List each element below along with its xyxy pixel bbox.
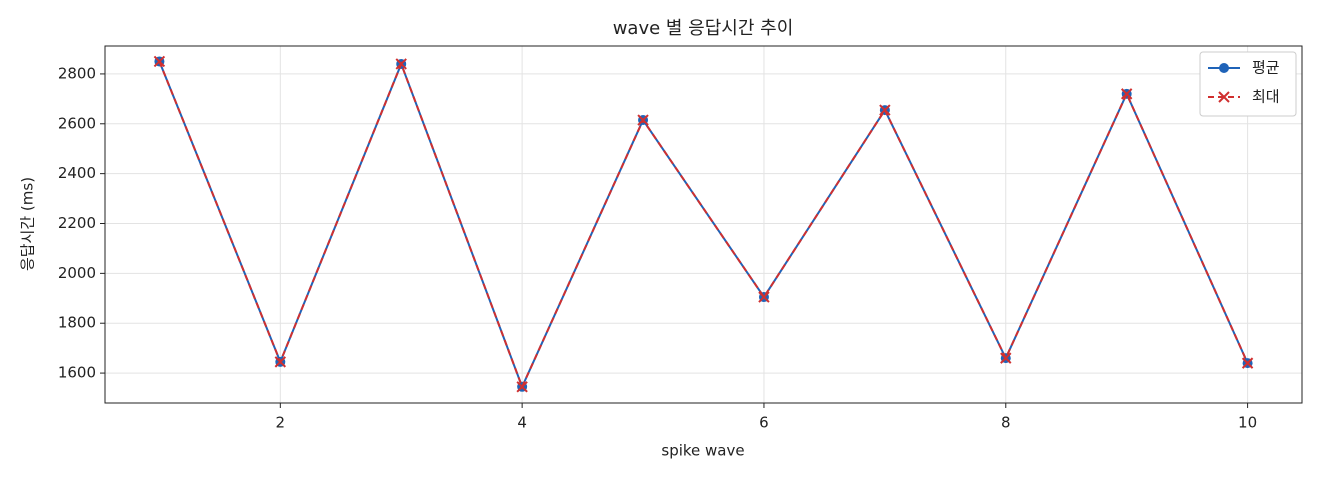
x-axis-label: spike wave	[661, 442, 744, 460]
marker	[274, 356, 287, 368]
data-line	[158, 61, 1249, 390]
x-tick-label: 10	[1238, 414, 1257, 432]
y-axis-label: 응답시간 (ms)	[19, 177, 37, 271]
marker	[758, 291, 770, 303]
marker	[637, 114, 649, 126]
y-tick-label: 1600	[58, 364, 96, 382]
chart-title: wave 별 응답시간 추이	[613, 18, 794, 39]
legend-box	[1199, 51, 1297, 117]
y-tick-label: 2200	[58, 214, 96, 232]
x-tick-label: 2	[276, 414, 286, 432]
legend-label: 평균	[1252, 59, 1280, 77]
marker	[516, 381, 528, 393]
x-tick-label: 6	[759, 414, 769, 432]
y-tick-label: 2400	[58, 164, 96, 182]
x-tick-label: 8	[1001, 414, 1011, 432]
data-line	[158, 61, 1249, 390]
axes-frame	[104, 45, 1303, 404]
marker	[153, 55, 166, 68]
marker	[1241, 357, 1254, 369]
y-tick-label: 2600	[58, 114, 96, 132]
x-tick-label: 4	[517, 414, 527, 432]
legend-marker	[1219, 63, 1229, 73]
marker	[1120, 88, 1133, 100]
marker	[1000, 352, 1012, 364]
marker	[395, 58, 407, 70]
y-tick-label: 2000	[58, 264, 96, 282]
y-tick-label: 2800	[58, 64, 96, 82]
legend-marker	[1218, 91, 1230, 103]
legend-label: 최대	[1252, 88, 1280, 106]
marker	[879, 104, 891, 116]
y-tick-label: 1800	[58, 314, 96, 332]
